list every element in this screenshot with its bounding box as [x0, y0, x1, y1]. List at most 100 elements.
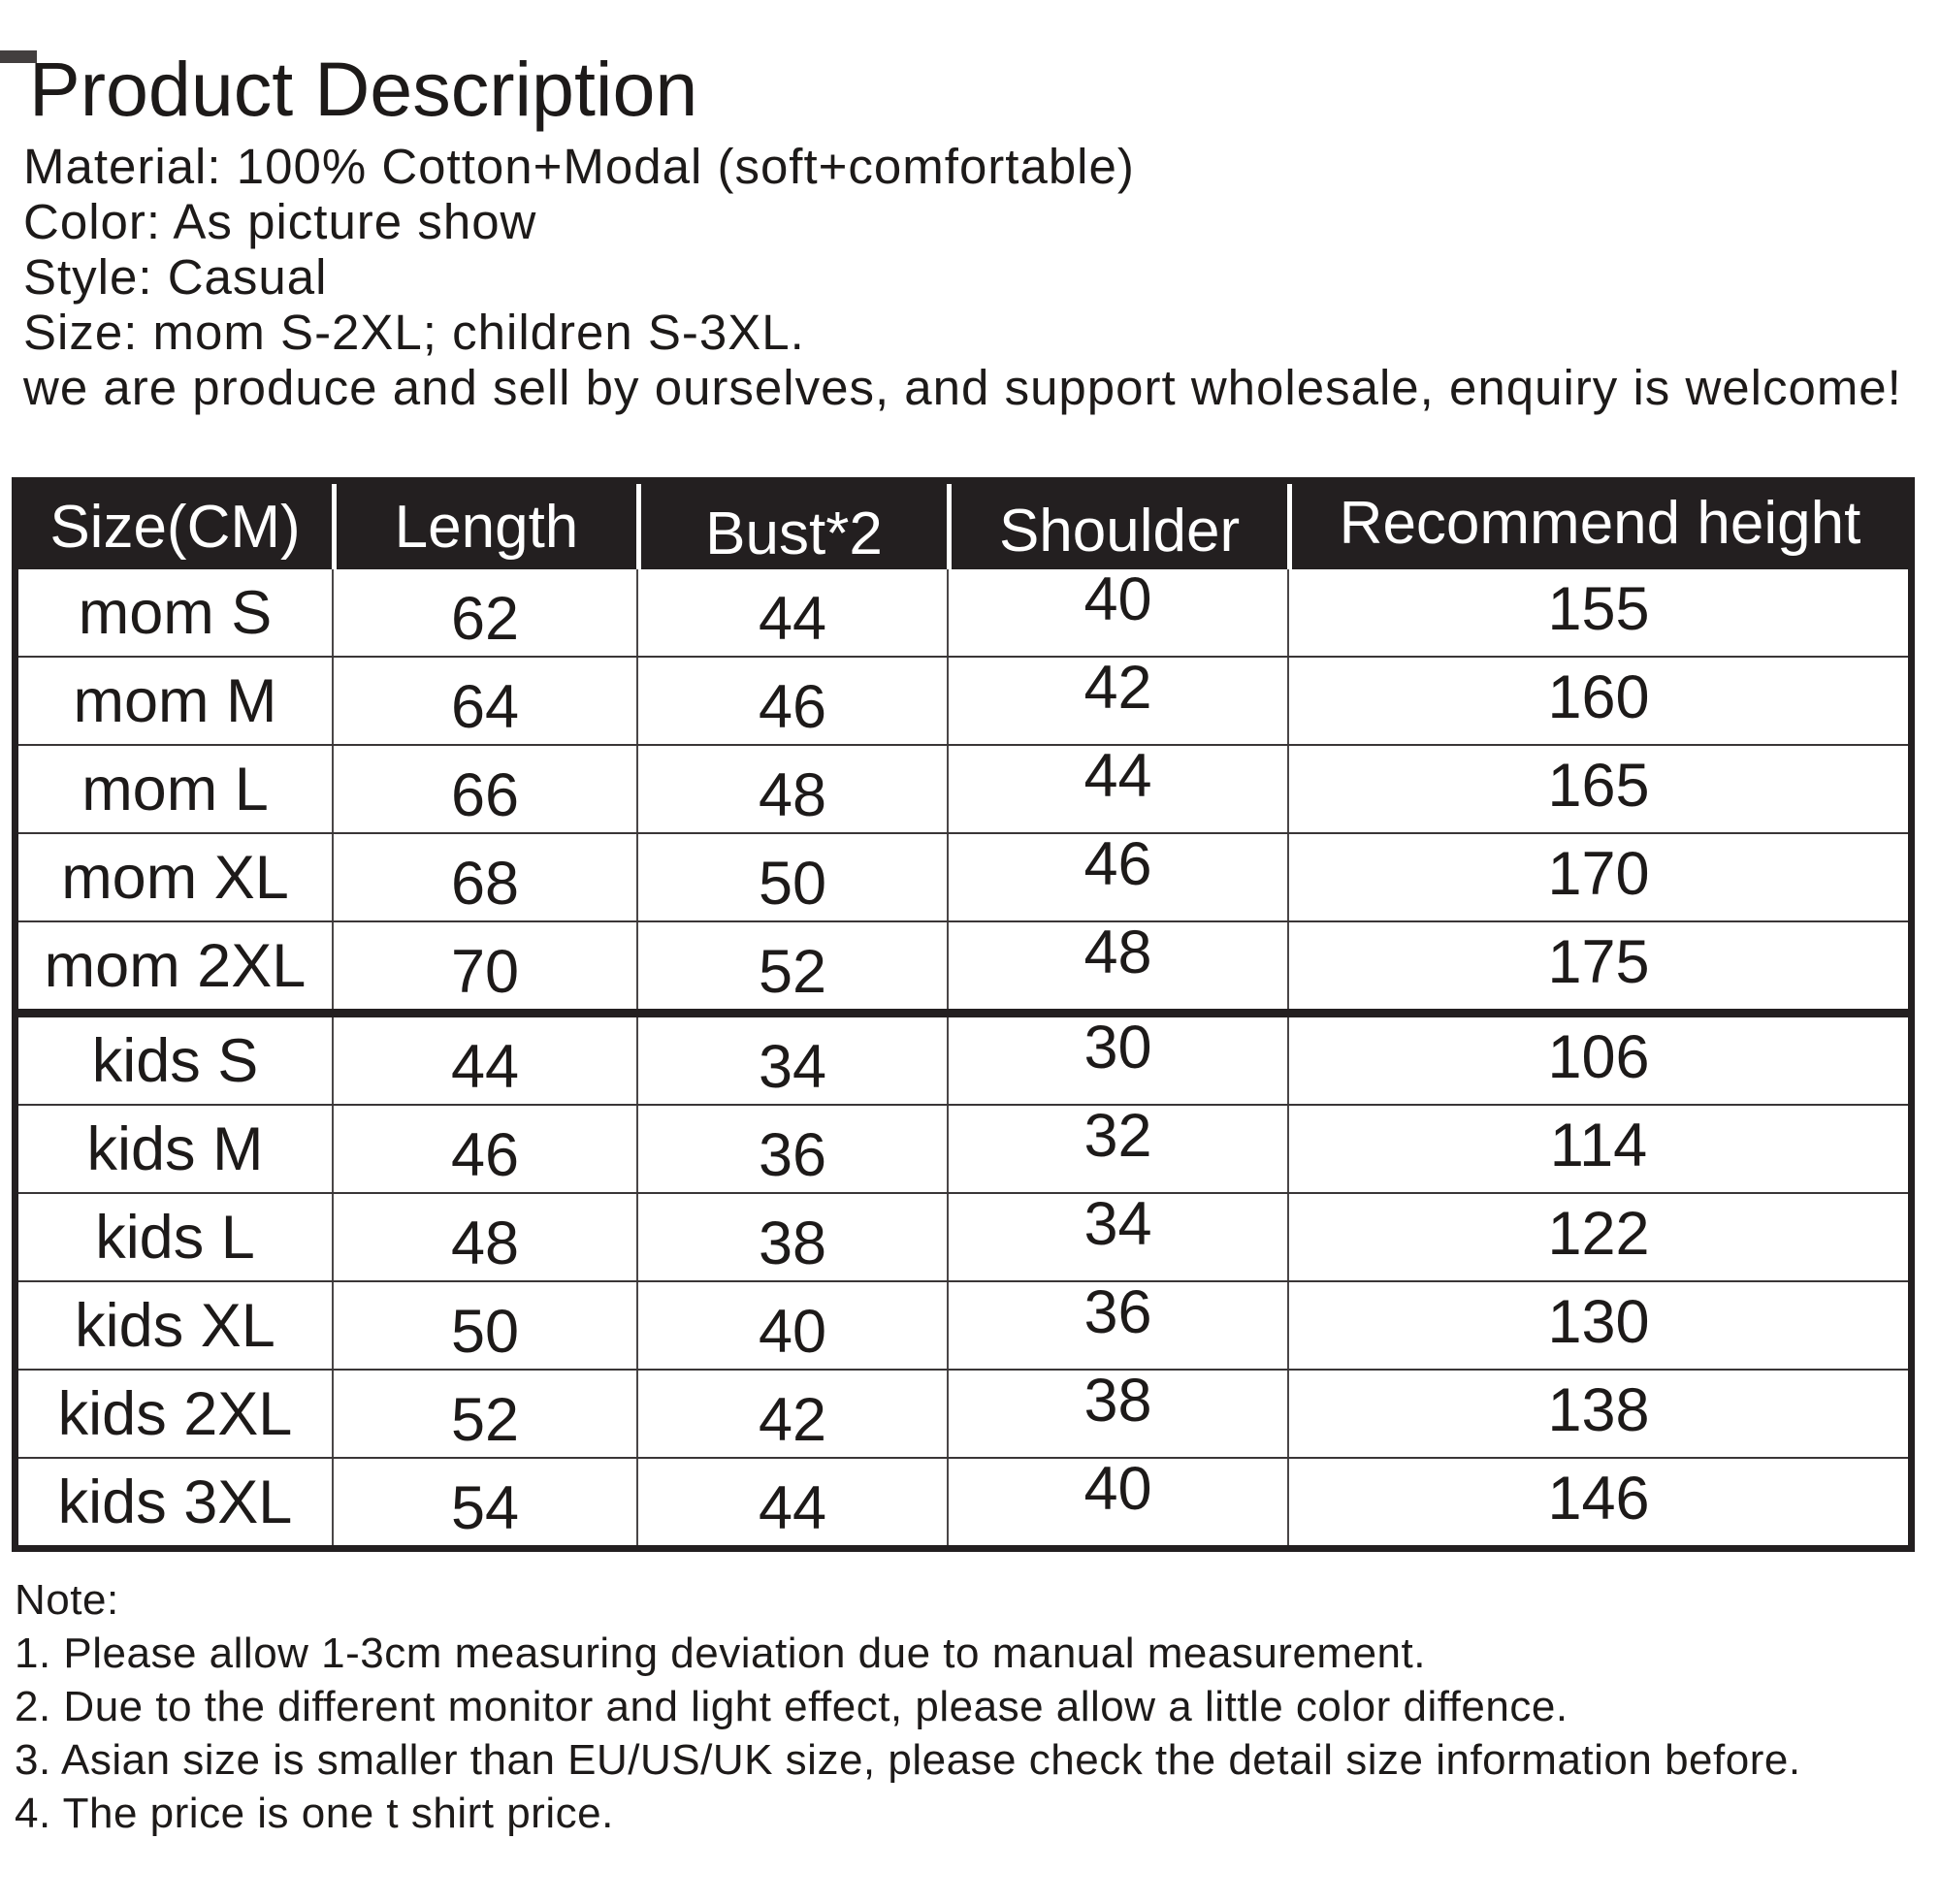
- size-label: mom 2XL: [18, 922, 332, 1009]
- recommend-height-value: 160: [1287, 658, 1908, 744]
- length-value: 62: [331, 569, 636, 656]
- shoulder-value-text: 34: [1083, 1194, 1152, 1258]
- product-info-line: Material: 100% Cotton+Modal (soft+comfor…: [23, 139, 1135, 194]
- shoulder-value-text: 48: [1083, 922, 1152, 986]
- bust2-value-text: 44: [758, 1473, 827, 1542]
- bust2-value-text: 44: [758, 584, 827, 653]
- bust2-value: 34: [635, 1017, 947, 1104]
- shoulder-value: 30: [947, 1017, 1287, 1104]
- bust2-value: 46: [635, 658, 947, 744]
- size-row-mom-s: mom S 62 44 40 155: [18, 569, 1908, 656]
- shoulder-value-text: 40: [1083, 1459, 1152, 1523]
- recommend-height-value-text: 170: [1547, 839, 1650, 908]
- bust2-value-text: 52: [758, 937, 827, 1006]
- size-row-kids-m: kids M 46 36 32 114: [18, 1104, 1908, 1192]
- size-table-header-row: Size(CM) Length Bust*2 Shoulder Recommend he…: [18, 484, 1908, 569]
- shoulder-value: 36: [947, 1282, 1287, 1369]
- length-value-text: 48: [450, 1209, 520, 1277]
- size-label-text: kids S: [91, 1026, 259, 1095]
- length-value-text: 62: [450, 584, 520, 653]
- column-header-bust: Bust*2: [635, 484, 947, 569]
- shoulder-value-text: 32: [1083, 1106, 1152, 1170]
- shoulder-value: 40: [947, 569, 1287, 656]
- size-row-kids-3xl: kids 3XL 54 44 40 146: [18, 1457, 1908, 1545]
- bust2-value-text: 34: [758, 1032, 827, 1101]
- size-label-text: mom M: [73, 666, 277, 735]
- size-label: kids S: [18, 1017, 332, 1104]
- bust2-value: 48: [635, 746, 947, 832]
- recommend-height-value: 170: [1287, 834, 1908, 920]
- size-label: mom L: [18, 746, 332, 832]
- shoulder-value-text: 44: [1083, 746, 1152, 810]
- length-value-text: 64: [450, 672, 520, 741]
- size-label: kids 2XL: [18, 1371, 332, 1457]
- length-value-text: 66: [450, 760, 520, 829]
- shoulder-value-text: 46: [1083, 834, 1152, 898]
- size-row-mom-l: mom L 66 48 44 165: [18, 744, 1908, 832]
- page-title: Product Description: [29, 46, 698, 132]
- size-row-mom-xl: mom XL 68 50 46 170: [18, 832, 1908, 920]
- shoulder-value: 42: [947, 658, 1287, 744]
- size-label: mom S: [18, 569, 332, 656]
- size-label-text: mom XL: [61, 843, 289, 912]
- size-label-text: kids XL: [75, 1291, 275, 1360]
- size-table-body: mom S 62 44 40 155 mom M 64 46 42 160 mom L 66 48 44 1…: [18, 569, 1908, 1545]
- length-value-text: 54: [450, 1473, 520, 1542]
- size-row-kids-xl: kids XL 50 40 36 130: [18, 1280, 1908, 1369]
- size-label-text: kids L: [95, 1203, 255, 1272]
- shoulder-value: 40: [947, 1459, 1287, 1545]
- column-header-label: Shoulder: [998, 497, 1241, 565]
- length-value: 44: [331, 1017, 636, 1104]
- recommend-height-value-text: 146: [1547, 1464, 1650, 1533]
- bust2-value-text: 42: [758, 1385, 827, 1454]
- product-info-line: we are produce and sell by ourselves, an…: [23, 360, 1902, 415]
- shoulder-value-text: 36: [1083, 1282, 1152, 1346]
- size-row-kids-s: kids S 44 34 30 106: [18, 1009, 1908, 1104]
- note-item: 2. Due to the different monitor and ligh…: [15, 1683, 1568, 1730]
- size-label: kids M: [18, 1106, 332, 1192]
- recommend-height-value: 175: [1287, 922, 1908, 1009]
- column-header-shoulder: Shoulder: [947, 484, 1287, 569]
- column-header-length: Length: [331, 484, 636, 569]
- length-value-text: 44: [450, 1032, 520, 1101]
- bust2-value: 42: [635, 1371, 947, 1457]
- recommend-height-value: 146: [1287, 1459, 1908, 1545]
- shoulder-value: 46: [947, 834, 1287, 920]
- product-info-line: Color: As picture show: [23, 194, 537, 249]
- shoulder-value: 34: [947, 1194, 1287, 1280]
- recommend-height-value: 122: [1287, 1194, 1908, 1280]
- size-label: mom XL: [18, 834, 332, 920]
- product-description-page: Product Description Material: 100% Cotto…: [0, 50, 1940, 1840]
- shoulder-value-text: 42: [1083, 658, 1152, 722]
- size-label: mom M: [18, 658, 332, 744]
- length-value-text: 52: [450, 1385, 520, 1454]
- product-info-line: Size: mom S-2XL; children S-3XL.: [23, 305, 805, 360]
- shoulder-value-text: 40: [1083, 569, 1152, 633]
- bust2-value: 44: [635, 569, 947, 656]
- column-header-size: Size(CM): [18, 484, 332, 569]
- length-value-text: 50: [450, 1297, 520, 1366]
- scan-artifact: [0, 50, 37, 63]
- column-header-label: Bust*2: [705, 500, 883, 567]
- length-value-text: 68: [450, 849, 520, 918]
- size-row-mom-m: mom M 64 46 42 160: [18, 656, 1908, 744]
- recommend-height-value-text: 138: [1547, 1375, 1650, 1444]
- recommend-height-value-text: 122: [1547, 1199, 1650, 1268]
- recommend-height-value-text: 155: [1547, 574, 1650, 643]
- notes-list: 1. Please allow 1-3cm measuring deviatio…: [15, 1627, 1940, 1840]
- recommend-height-value-text: 130: [1547, 1287, 1650, 1356]
- recommend-height-value: 138: [1287, 1371, 1908, 1457]
- product-info-line: Style: Casual: [23, 249, 328, 305]
- shoulder-value: 44: [947, 746, 1287, 832]
- length-value-text: 46: [450, 1120, 520, 1189]
- recommend-height-value: 155: [1287, 569, 1908, 656]
- shoulder-value: 38: [947, 1371, 1287, 1457]
- length-value: 46: [331, 1106, 636, 1192]
- product-info: Material: 100% Cotton+Modal (soft+comfor…: [23, 139, 1940, 415]
- recommend-height-value-text: 160: [1547, 662, 1650, 731]
- column-header-label: Length: [394, 493, 579, 561]
- bust2-value-text: 46: [758, 672, 827, 741]
- recommend-height-value: 130: [1287, 1282, 1908, 1369]
- size-label-text: mom 2XL: [44, 931, 307, 1000]
- shoulder-value: 32: [947, 1106, 1287, 1192]
